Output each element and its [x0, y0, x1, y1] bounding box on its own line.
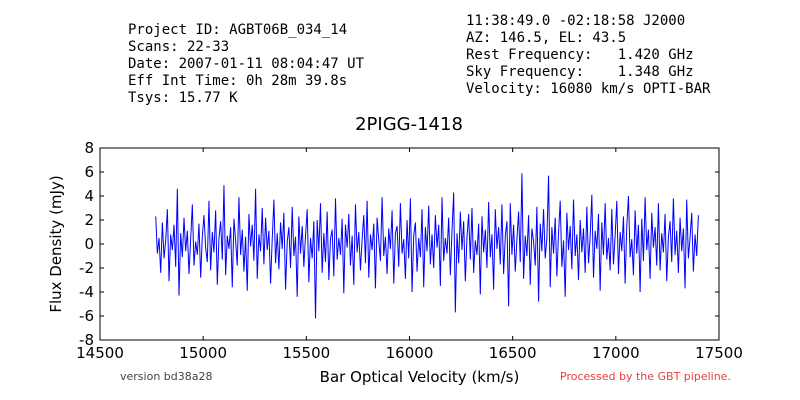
x-tick-label: 17500 [695, 344, 743, 362]
chart-title: 2PIGG-1418 [355, 114, 463, 135]
y-tick-label: -8 [79, 331, 94, 349]
x-tick-label: 15500 [282, 344, 330, 362]
project-id-line: Project ID: AGBT06B_034_14 [128, 22, 348, 38]
az-el-line: AZ: 146.5, EL: 43.5 [466, 30, 627, 46]
observation-info-left: Project ID: AGBT06B_034_14 Scans: 22-33 … [128, 22, 364, 107]
y-tick-label: -4 [79, 283, 94, 301]
y-tick-label: 8 [84, 139, 94, 157]
velocity-line: Velocity: 16080 km/s OPTI-BAR [466, 81, 711, 97]
date-line: Date: 2007-01-11 08:04:47 UT [128, 56, 365, 72]
x-tick-label: 16000 [386, 344, 434, 362]
tsys-line: Tsys: 15.77 K [128, 90, 238, 106]
y-tick-label: 6 [84, 163, 94, 181]
series-line [155, 173, 699, 319]
version-label: version bd38a28 [120, 370, 213, 383]
y-tick-label: 0 [84, 235, 94, 253]
y-axis-label: Flux Density (mJy) [47, 175, 65, 312]
y-tick-label: -6 [79, 307, 94, 325]
rest-frequency-line: Rest Frequency: 1.420 GHz [466, 47, 694, 63]
x-tick-label: 15000 [179, 344, 227, 362]
y-tick-label: -2 [79, 259, 94, 277]
sky-frequency-line: Sky Frequency: 1.348 GHz [466, 64, 694, 80]
x-tick-label: 14500 [76, 344, 124, 362]
scans-line: Scans: 22-33 [128, 39, 230, 55]
y-tick-label: 4 [84, 187, 94, 205]
x-tick-label: 16500 [489, 344, 537, 362]
observation-info-right: 11:38:49.0 -02:18:58 J2000 AZ: 146.5, EL… [466, 13, 710, 98]
x-tick-label: 17000 [592, 344, 640, 362]
integration-time-line: Eff Int Time: 0h 28m 39.8s [128, 73, 348, 89]
x-axis-label: Bar Optical Velocity (km/s) [320, 368, 520, 386]
y-tick-label: 2 [84, 211, 94, 229]
pipeline-credit: Processed by the GBT pipeline. [560, 370, 731, 383]
coordinates-line: 11:38:49.0 -02:18:58 J2000 [466, 13, 686, 29]
